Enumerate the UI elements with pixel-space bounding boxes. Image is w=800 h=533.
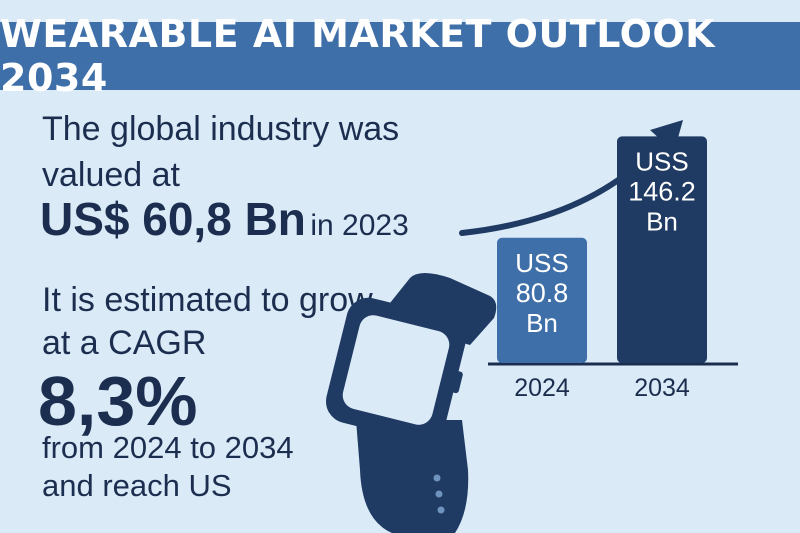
x-tick-2034: 2034 bbox=[634, 374, 690, 402]
growth-line-1: It is estimated to grow bbox=[42, 281, 373, 319]
title-banner: WEARABLE AI MARKET OUTLOOK 2034 bbox=[0, 12, 800, 100]
bar-2024 bbox=[497, 237, 587, 363]
reach-line: and reach US bbox=[42, 468, 232, 503]
bar-value-label-2024-0: USS bbox=[515, 248, 568, 278]
period-line: from 2024 to 2034 bbox=[42, 430, 294, 465]
bar-2034 bbox=[617, 136, 707, 363]
bar-value-label-2034-1: 146.2 bbox=[628, 176, 696, 206]
value-2023: US$ 60,8 Bn bbox=[40, 193, 306, 245]
value-2023-line: US$ 60,8 Bn in 2023 bbox=[40, 196, 409, 242]
x-tick-2024: 2024 bbox=[514, 374, 570, 402]
cagr-value: 8,3% bbox=[38, 362, 198, 440]
page-title: WEARABLE AI MARKET OUTLOOK 2034 bbox=[0, 12, 716, 100]
year-suffix: in 2023 bbox=[310, 209, 409, 242]
bar-value-label-2034-0: USS bbox=[635, 146, 688, 176]
intro-line-1: The global industry was bbox=[42, 110, 400, 148]
growth-line-2: at a CAGR bbox=[42, 324, 207, 362]
bar-value-label-2034-2: Bn bbox=[646, 206, 678, 236]
intro-line-2: valued at bbox=[42, 156, 180, 194]
bar-value-label-2024-1: 80.8 bbox=[516, 278, 569, 308]
bar-value-label-2024-2: Bn bbox=[526, 308, 558, 338]
x-tick-labels: 2024 2034 bbox=[514, 374, 690, 402]
smartwatch-icon bbox=[325, 273, 497, 533]
bars-group bbox=[497, 136, 707, 363]
